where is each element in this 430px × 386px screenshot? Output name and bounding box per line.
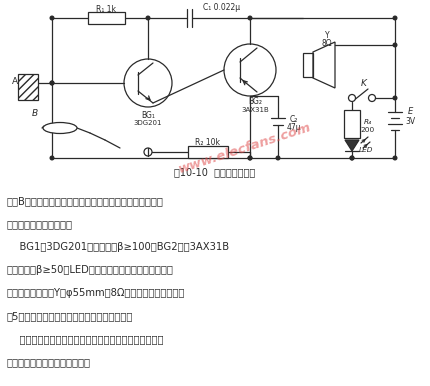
- Circle shape: [50, 156, 54, 160]
- Circle shape: [392, 156, 396, 160]
- Circle shape: [50, 81, 54, 85]
- Bar: [343, 110, 359, 138]
- Text: BG₁: BG₁: [141, 110, 154, 120]
- Text: 3AX31B: 3AX31B: [240, 107, 268, 113]
- Text: Y: Y: [324, 30, 329, 39]
- Circle shape: [350, 156, 353, 160]
- Text: LED: LED: [358, 147, 372, 153]
- Text: B: B: [32, 110, 38, 119]
- Text: 47μ: 47μ: [286, 122, 301, 132]
- Text: E: E: [406, 107, 412, 117]
- Text: 圆，避免戳伤病人皮肤。: 圆，避免戳伤病人皮肤。: [7, 219, 73, 229]
- Text: 图10-10  穴位探测器线路: 图10-10 穴位探测器线路: [174, 167, 255, 177]
- Circle shape: [146, 16, 150, 20]
- Circle shape: [248, 156, 251, 160]
- Bar: [187, 146, 227, 158]
- Text: BG₂: BG₂: [247, 98, 261, 107]
- Text: 3DG201: 3DG201: [133, 120, 162, 126]
- Text: 电源指示灯作用。Y为φ55mm，8Ω电动扬声器。电源用两: 电源指示灯作用。Y为φ55mm，8Ω电动扬声器。电源用两: [7, 288, 185, 298]
- Text: K: K: [360, 78, 366, 88]
- Text: C₁ 0.022μ: C₁ 0.022μ: [203, 3, 240, 12]
- Circle shape: [392, 43, 396, 47]
- Text: 探针B可借用万用表的表棒。但需要用细砂纸将表棒尖端磨: 探针B可借用万用表的表棒。但需要用细砂纸将表棒尖端磨: [7, 196, 163, 206]
- Text: A: A: [12, 78, 18, 86]
- Circle shape: [248, 156, 251, 160]
- Bar: [302, 53, 312, 77]
- Text: C₂: C₂: [289, 115, 298, 124]
- Bar: [18, 74, 38, 100]
- Polygon shape: [344, 140, 358, 151]
- Circle shape: [350, 156, 353, 160]
- Ellipse shape: [43, 122, 77, 134]
- Circle shape: [392, 96, 396, 100]
- Text: R₄: R₄: [363, 119, 371, 125]
- Text: R₁ 1k: R₁ 1k: [96, 5, 116, 15]
- Circle shape: [248, 16, 251, 20]
- Text: www.elecfans.com: www.elecfans.com: [176, 120, 312, 176]
- Text: 3V: 3V: [404, 117, 414, 127]
- Bar: [88, 12, 125, 24]
- Text: 200: 200: [360, 127, 374, 133]
- Text: 在自己身上作寻找穴位练习用。: 在自己身上作寻找穴位练习用。: [7, 357, 91, 367]
- Circle shape: [276, 156, 279, 160]
- Text: BG1为3DG201硅三极管，β≥100；BG2可用3AX31B: BG1为3DG201硅三极管，β≥100；BG2可用3AX31B: [7, 242, 229, 252]
- Text: R₂ 10k: R₂ 10k: [195, 139, 220, 147]
- Text: 该线路不需调试就能正常工作。它也非常适宜实习医生: 该线路不需调试就能正常工作。它也非常适宜实习医生: [7, 334, 163, 344]
- Circle shape: [392, 16, 396, 20]
- Circle shape: [50, 81, 54, 85]
- Text: 锗三极管，β≥50。LED可用红色发光二极管，在这里起: 锗三极管，β≥50。LED可用红色发光二极管，在这里起: [7, 265, 173, 275]
- Text: 节5号电池。阻容元件参数见图，无特殊要求。: 节5号电池。阻容元件参数见图，无特殊要求。: [7, 311, 133, 321]
- Circle shape: [50, 16, 54, 20]
- Text: 8Ω: 8Ω: [321, 39, 332, 47]
